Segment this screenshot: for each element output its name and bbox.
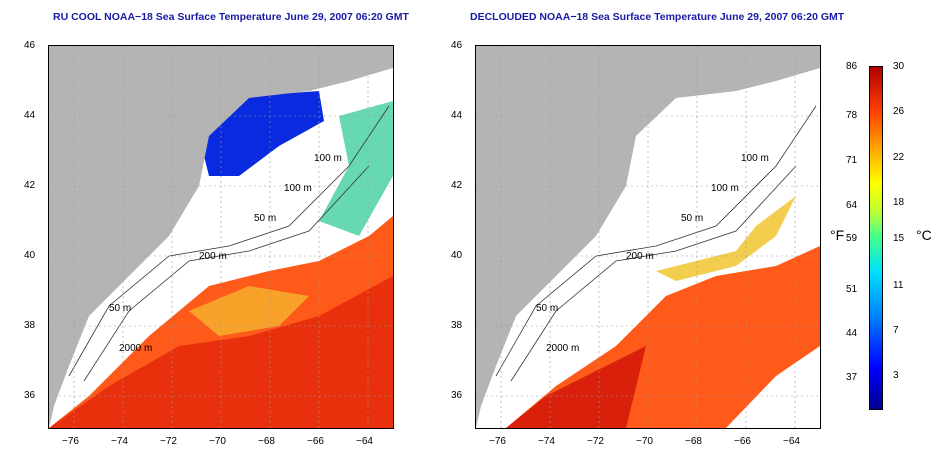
lon-tick: −72 <box>587 436 604 447</box>
f-tick: 71 <box>846 155 858 166</box>
land-region <box>476 46 820 428</box>
c-tick: 11 <box>893 280 904 291</box>
lat-tick: 46 <box>451 40 463 51</box>
c-tick: 15 <box>893 233 905 244</box>
lat-tick: 44 <box>451 110 463 121</box>
lon-tick: −72 <box>160 436 177 447</box>
temperature-colorbar <box>869 66 883 410</box>
axis-grid <box>49 46 393 428</box>
lon-tick: −66 <box>734 436 751 447</box>
left-sst-map[interactable]: 100 m 100 m 50 m 200 m 50 m 2000 m <box>48 45 394 429</box>
lon-tick: −70 <box>209 436 226 447</box>
f-tick: 78 <box>846 110 858 121</box>
fahrenheit-unit: °F <box>830 227 845 243</box>
c-tick: 22 <box>893 152 905 163</box>
axis-grid <box>476 46 820 428</box>
lon-tick: −64 <box>356 436 373 447</box>
lat-tick: 42 <box>24 180 36 191</box>
lat-tick: 40 <box>24 250 36 261</box>
contour-label: 100 m <box>314 153 342 164</box>
bathymetry-contour <box>495 105 817 377</box>
contour-label: 50 m <box>536 303 558 314</box>
f-tick: 37 <box>846 372 858 383</box>
c-tick: 3 <box>893 370 899 381</box>
f-tick: 59 <box>846 233 858 244</box>
right-panel-title: DECLOUDED NOAA−18 Sea Surface Temperatur… <box>470 11 845 23</box>
f-tick: 64 <box>846 200 858 211</box>
lon-tick: −68 <box>685 436 702 447</box>
hot-water-region <box>506 346 646 428</box>
lat-tick: 36 <box>24 390 36 401</box>
lon-tick: −76 <box>62 436 79 447</box>
contour-label: 100 m <box>741 153 769 164</box>
lat-tick: 42 <box>451 180 463 191</box>
lat-tick: 36 <box>451 390 463 401</box>
c-tick: 7 <box>893 325 899 336</box>
mixed-warm-region <box>656 196 796 281</box>
mixed-warm-region <box>189 286 309 336</box>
lat-tick: 38 <box>24 320 36 331</box>
c-tick: 30 <box>893 61 905 72</box>
lat-tick: 40 <box>451 250 463 261</box>
lon-tick: −74 <box>111 436 128 447</box>
cool-water-region <box>319 101 393 236</box>
bathymetry-contour <box>68 105 390 377</box>
lat-tick: 44 <box>24 110 36 121</box>
contour-label: 200 m <box>199 251 227 262</box>
lon-tick: −64 <box>783 436 800 447</box>
celsius-unit: °C <box>916 227 932 243</box>
lon-tick: −76 <box>489 436 506 447</box>
lat-tick: 38 <box>451 320 463 331</box>
f-tick: 86 <box>846 61 858 72</box>
contour-label: 100 m <box>284 183 312 194</box>
contour-label: 200 m <box>626 251 654 262</box>
contour-label: 100 m <box>711 183 739 194</box>
contour-label: 2000 m <box>546 343 579 354</box>
contour-label: 50 m <box>254 213 276 224</box>
left-panel-title: RU COOL NOAA−18 Sea Surface Temperature … <box>53 11 409 23</box>
lon-tick: −66 <box>307 436 324 447</box>
right-sst-map[interactable]: 100 m 100 m 50 m 200 m 50 m 2000 m <box>475 45 821 429</box>
land-region <box>49 46 393 428</box>
f-tick: 44 <box>846 328 858 339</box>
c-tick: 18 <box>893 197 905 208</box>
c-tick: 26 <box>893 106 905 117</box>
contour-label: 50 m <box>109 303 131 314</box>
lat-tick: 46 <box>24 40 36 51</box>
f-tick: 51 <box>846 284 858 295</box>
contour-label: 50 m <box>681 213 703 224</box>
contour-label: 2000 m <box>119 343 152 354</box>
lon-tick: −68 <box>258 436 275 447</box>
lon-tick: −70 <box>636 436 653 447</box>
lon-tick: −74 <box>538 436 555 447</box>
